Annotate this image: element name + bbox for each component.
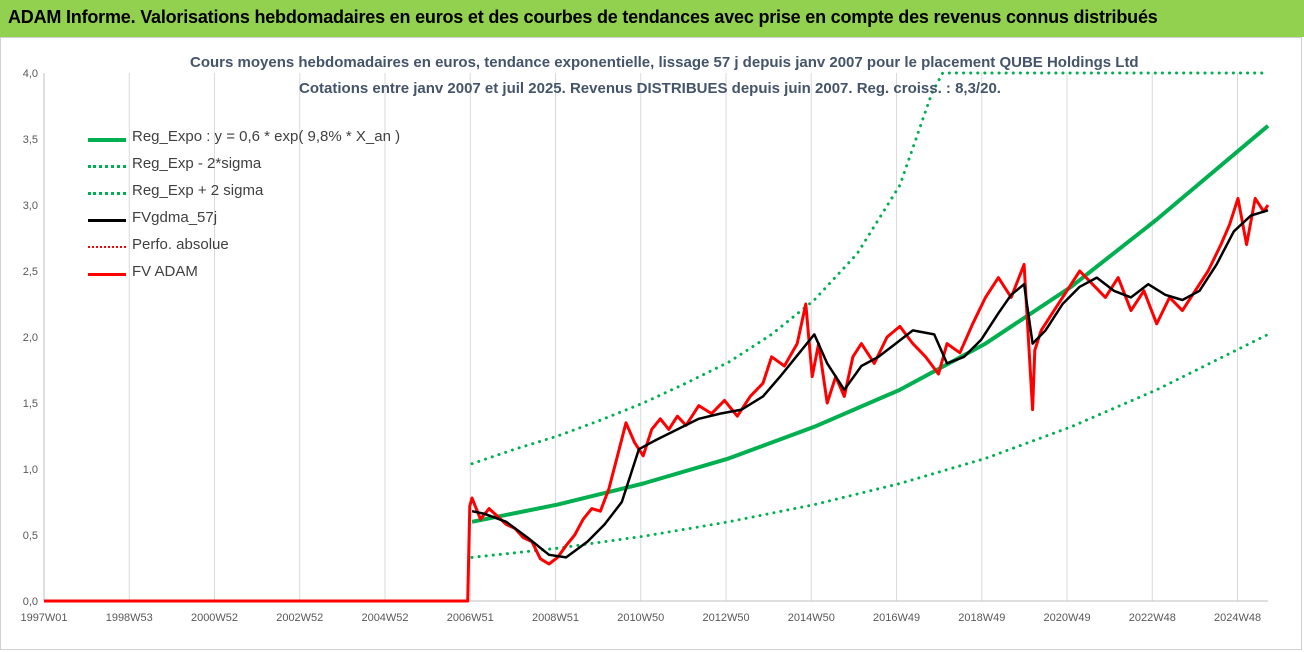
- chart-frame: [0, 37, 1302, 650]
- chart-legend: Reg_Expo : y = 0,6 * exp( 9,8% * X_an ) …: [88, 128, 418, 290]
- x-tick-label: 2012W50: [702, 612, 749, 624]
- y-tick-label: 1,0: [23, 464, 38, 476]
- header-banner: ADAM Informe. Valorisations hebdomadaire…: [0, 0, 1304, 37]
- series-line-fv-adam: [44, 196, 1270, 603]
- legend-swatch: [88, 165, 126, 168]
- x-tick-label: 2000W52: [191, 612, 238, 624]
- x-tick-label: 2024W48: [1214, 612, 1261, 624]
- legend-swatch: [88, 192, 126, 195]
- legend-label: Reg_Expo : y = 0,6 * exp( 9,8% * X_an ): [132, 128, 401, 145]
- legend-swatch: [88, 219, 126, 222]
- legend-label: FV ADAM: [132, 263, 198, 280]
- chart-subtitle: Cotations entre janv 2007 et juil 2025. …: [299, 80, 1001, 97]
- y-tick-label: 2,5: [23, 266, 38, 278]
- x-tick-label: 2008W51: [532, 612, 579, 624]
- y-tick-label: 0,5: [23, 530, 38, 542]
- y-tick-label: 3,5: [23, 134, 38, 146]
- x-tick-label: 2006W51: [447, 612, 494, 624]
- legend-item-reg-expo: Reg_Expo : y = 0,6 * exp( 9,8% * X_an ): [88, 128, 418, 155]
- legend-label: Perfo. absolue: [132, 236, 229, 253]
- legend-swatch: [88, 138, 126, 142]
- x-tick-label: 1998W53: [106, 612, 153, 624]
- x-tick-label: 2010W50: [617, 612, 664, 624]
- legend-label: Reg_Exp - 2*sigma: [132, 155, 262, 172]
- x-tick-label: 2018W49: [958, 612, 1005, 624]
- chart-title: Cours moyens hebdomadaires en euros, ten…: [190, 54, 1139, 71]
- series-line-reg-expo: [471, 124, 1270, 524]
- x-tick-label: 2016W49: [873, 612, 920, 624]
- x-tick-label: 2020W49: [1043, 612, 1090, 624]
- chart: 1997W01 1998W53 2000W52 2002W52 2004W52 2006W…: [20, 68, 1270, 624]
- x-tick-label: 2002W52: [276, 612, 323, 624]
- page-title: ADAM Informe. Valorisations hebdomadaire…: [8, 7, 1158, 27]
- x-tick-label: 2014W50: [788, 612, 835, 624]
- y-tick-label: 3,0: [23, 200, 38, 212]
- legend-label: FVgdma_57j: [132, 209, 218, 226]
- series-line-fvgdma: [471, 209, 1269, 559]
- x-tick-label: 2022W48: [1129, 612, 1176, 624]
- legend-swatch: [88, 246, 126, 248]
- y-tick-label: 0,0: [23, 596, 38, 608]
- y-tick-label: 2,0: [23, 332, 38, 344]
- legend-item-reg-exp-minus: Reg_Exp - 2*sigma: [88, 155, 418, 182]
- series-line-reg-exp-plus: [470, 71, 1270, 466]
- legend-label: Reg_Exp + 2 sigma: [132, 182, 264, 199]
- legend-swatch: [88, 273, 126, 276]
- y-tick-label: 4,0: [23, 68, 38, 80]
- x-tick-label: 1997W01: [20, 612, 67, 624]
- legend-item-reg-exp-plus: Reg_Exp + 2 sigma: [88, 182, 418, 209]
- series-line-reg-exp-minus: [470, 332, 1270, 559]
- y-tick-label: 1,5: [23, 398, 38, 410]
- x-tick-label: 2004W52: [361, 612, 408, 624]
- legend-item-fvgdma: FVgdma_57j: [88, 209, 418, 236]
- legend-item-perfo: Perfo. absolue: [88, 236, 418, 263]
- legend-item-fv-adam: FV ADAM: [88, 263, 418, 290]
